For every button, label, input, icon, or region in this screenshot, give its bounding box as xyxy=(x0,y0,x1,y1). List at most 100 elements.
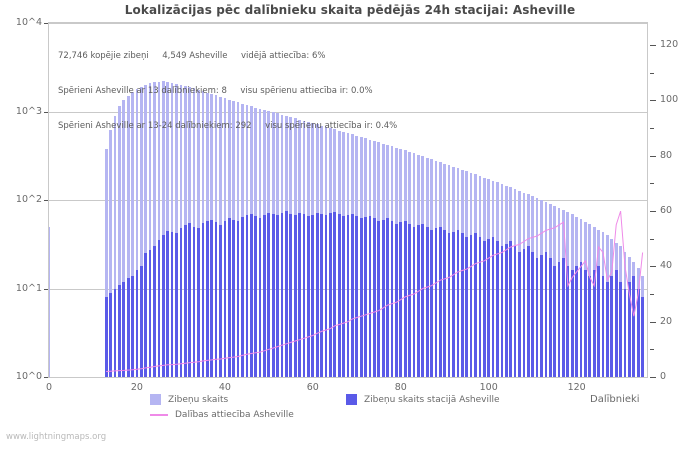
y-right-tick xyxy=(650,266,656,267)
x-axis-label: Dalībnieki xyxy=(590,394,640,405)
bar-total xyxy=(126,95,130,377)
x-tick-label: 20 xyxy=(130,382,143,393)
gridline xyxy=(49,112,647,113)
ratio-line-path xyxy=(106,210,644,372)
bar-station xyxy=(408,223,411,377)
bar-station xyxy=(438,226,442,377)
y-right-tick-label: 20 xyxy=(660,315,673,327)
bar-station xyxy=(346,214,350,377)
bar-station xyxy=(373,218,376,377)
bar-station xyxy=(153,246,156,377)
y-left-tick-label: 10^4 xyxy=(15,17,42,28)
bar-station xyxy=(636,288,640,377)
bar-total xyxy=(139,86,143,377)
bar-station xyxy=(592,270,596,377)
bar-station xyxy=(535,258,539,377)
bar-station xyxy=(579,261,583,377)
bar-station xyxy=(430,229,433,377)
bar-station xyxy=(241,216,244,377)
bar-station xyxy=(219,225,222,377)
bar-station xyxy=(148,250,152,377)
bar-station xyxy=(522,248,526,377)
bar-station xyxy=(482,241,486,377)
bar-station xyxy=(513,246,517,377)
bar-station xyxy=(285,211,288,377)
bar-station xyxy=(386,218,389,377)
y-right-tick-label: 120 xyxy=(660,39,679,51)
bar-station xyxy=(267,212,271,377)
y-right-tick-label: 0 xyxy=(660,371,667,382)
bar-station xyxy=(337,213,341,377)
bar-station xyxy=(245,214,249,377)
bar-station xyxy=(566,265,570,377)
bar-station xyxy=(263,214,266,377)
y-right-tick-label: 80 xyxy=(660,149,673,161)
bar-total xyxy=(153,82,156,377)
bar-station xyxy=(179,228,183,377)
page-title: Lokalizācijas pēc dalībnieku skaita pēdē… xyxy=(124,3,576,17)
bar-station xyxy=(351,213,354,377)
bar-total xyxy=(170,82,174,377)
bar-station xyxy=(307,215,310,377)
bar-station xyxy=(456,229,460,377)
bar-station xyxy=(504,243,508,377)
bar-station xyxy=(170,231,174,377)
bar-station xyxy=(416,225,420,377)
bar-station xyxy=(540,254,543,377)
bar-total xyxy=(131,92,134,377)
bar-station xyxy=(232,219,236,377)
bar-station xyxy=(465,237,469,377)
bar-station xyxy=(434,228,438,377)
bar-station xyxy=(122,281,126,377)
x-tick-label: 120 xyxy=(567,382,586,393)
bar-total xyxy=(109,129,112,377)
bar-station xyxy=(628,281,631,377)
plot-area xyxy=(48,22,648,378)
bar-station xyxy=(324,214,328,377)
bar-station xyxy=(390,220,394,377)
bar-station xyxy=(601,275,605,377)
bar-station xyxy=(368,215,372,377)
y-left-tick xyxy=(44,200,50,201)
y-right-tick xyxy=(650,211,656,212)
x-tick-label: 100 xyxy=(479,382,498,393)
bar-station xyxy=(258,218,262,377)
bar-station xyxy=(320,213,323,377)
bar-station xyxy=(329,212,332,377)
bar-station xyxy=(355,215,359,377)
bar-station xyxy=(144,253,148,377)
legend-item-station: Zibeņu skaits stacijā Asheville xyxy=(346,394,500,405)
y-right-minor-tick xyxy=(650,294,654,295)
bar-station xyxy=(271,213,275,377)
bar-station xyxy=(280,212,284,377)
bar-station xyxy=(553,265,557,377)
bar-station xyxy=(126,278,130,377)
bar-station xyxy=(562,258,565,377)
bar-station xyxy=(610,275,614,377)
bar-station xyxy=(192,226,196,377)
annotation-line-2: Spērieni Asheville ar 13 dalībniekiem: 8… xyxy=(58,85,373,96)
bar-station xyxy=(166,230,170,377)
bar-station xyxy=(109,292,112,377)
y-left-tick-label: 10^0 xyxy=(15,371,42,382)
annotation-line-1: 72,746 kopējie zibeņi 4,549 Asheville vi… xyxy=(58,51,326,62)
bar-station xyxy=(117,284,121,377)
bar-station xyxy=(469,235,473,377)
bar-station xyxy=(293,214,297,377)
x-tick-label: 80 xyxy=(394,382,407,393)
bar-station xyxy=(298,212,301,377)
bar-station xyxy=(214,222,218,377)
bar-station xyxy=(197,228,200,377)
x-tick-label: 60 xyxy=(306,382,319,393)
y-right-tick xyxy=(650,156,656,157)
y-right-minor-tick xyxy=(650,349,654,350)
legend-item-total: Zibeņu skaits xyxy=(150,394,228,405)
y-left-tick xyxy=(44,377,50,378)
bar-station xyxy=(201,222,205,377)
bar-station xyxy=(575,265,578,377)
bar-total xyxy=(157,81,161,377)
bar-station xyxy=(544,251,548,377)
bar-total xyxy=(161,81,165,377)
bar-station xyxy=(526,246,530,377)
y-right-tick xyxy=(650,45,656,46)
